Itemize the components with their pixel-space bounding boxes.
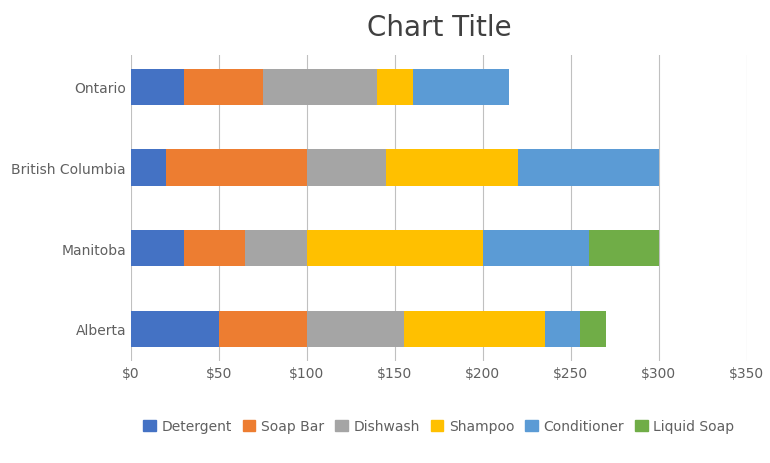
Bar <box>131 150 166 186</box>
Bar <box>131 69 184 106</box>
Bar <box>307 150 386 186</box>
Bar <box>377 69 413 106</box>
Title: Chart Title: Chart Title <box>367 14 511 42</box>
Bar <box>544 311 580 347</box>
Legend: Detergent, Soap Bar, Dishwash, Shampoo, Conditioner, Liquid Soap: Detergent, Soap Bar, Dishwash, Shampoo, … <box>138 414 740 439</box>
Bar <box>403 311 544 347</box>
Bar <box>307 311 403 347</box>
Bar <box>184 231 246 267</box>
Bar <box>246 231 307 267</box>
Bar <box>518 150 659 186</box>
Bar <box>131 231 184 267</box>
Bar <box>263 69 377 106</box>
Bar <box>166 150 307 186</box>
Bar <box>483 231 588 267</box>
Bar <box>184 69 263 106</box>
Bar <box>588 231 659 267</box>
Bar <box>580 311 606 347</box>
Bar <box>307 231 483 267</box>
Bar <box>413 69 509 106</box>
Bar <box>131 311 219 347</box>
Bar <box>386 150 518 186</box>
Bar <box>219 311 307 347</box>
